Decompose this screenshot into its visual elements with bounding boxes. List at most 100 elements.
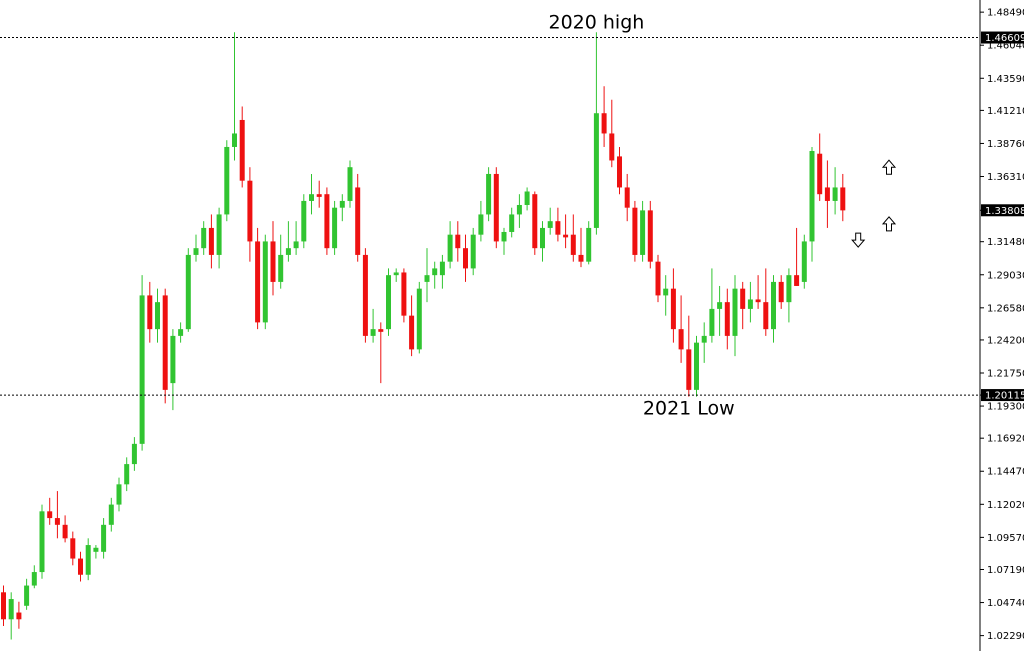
level-tag-label: 1.46609 — [985, 33, 1024, 44]
level-tag — [981, 389, 1024, 402]
candle-body-down — [655, 261, 661, 296]
candle-body-up — [139, 295, 145, 444]
horizontal-lines-layer — [0, 37, 980, 396]
annotations-layer: 2020 high 2021 Low — [548, 11, 734, 419]
candle-body-up — [801, 241, 807, 282]
price-tick-label: 1.36310 — [987, 172, 1024, 183]
candle-body-up — [640, 210, 646, 255]
candle-body-down — [678, 329, 684, 350]
candle-body-down — [54, 518, 60, 525]
price-tick-label: 1.21750 — [987, 369, 1024, 380]
candle-body-down — [70, 538, 76, 559]
candle-body-up — [309, 194, 314, 201]
candle-body-up — [478, 214, 484, 235]
candle-body-down — [208, 227, 214, 255]
candle-body-down — [378, 329, 384, 332]
price-tick-label: 1.48490 — [987, 8, 1024, 19]
price-tick-label: 1.41210 — [987, 106, 1024, 117]
candle-body-up — [732, 288, 738, 336]
candle-body-down — [740, 288, 746, 309]
candle-body-up — [39, 511, 45, 573]
candle-body-down — [670, 288, 676, 330]
candle-body-down — [824, 187, 830, 201]
candle-body-down — [632, 207, 638, 255]
current-price-label: 1.33808 — [985, 206, 1024, 217]
candle-body-up — [593, 113, 599, 228]
price-tick-label: 1.09570 — [987, 533, 1024, 544]
candle-body-up — [293, 241, 299, 249]
candle-body-up — [8, 599, 14, 620]
candle-body-up — [116, 484, 122, 505]
annotation-label: 2021 Low — [643, 397, 735, 419]
markers-layer — [851, 159, 897, 248]
candle-body-up — [771, 281, 776, 330]
candle-body-down — [362, 254, 368, 336]
candle-body-down — [817, 153, 823, 195]
candle-body-down — [463, 248, 468, 269]
price-tick-label: 1.26580 — [987, 303, 1024, 314]
candle-body-up — [216, 214, 222, 255]
candle-body-up — [524, 191, 530, 205]
candle-body-up — [155, 302, 160, 330]
candle-body-down — [1, 592, 6, 620]
candle-body-down — [617, 156, 622, 188]
candle-body-up — [347, 167, 353, 201]
candle-body-down — [316, 194, 322, 197]
candle-body-up — [339, 200, 345, 208]
candle-body-up — [108, 504, 114, 525]
candle-body-up — [124, 464, 130, 485]
arrow-up-icon — [881, 159, 897, 175]
price-tick-label: 1.16920 — [987, 434, 1024, 445]
candle-body-down — [455, 234, 461, 249]
candle-body-down — [647, 210, 653, 262]
price-tick-label: 1.24200 — [987, 335, 1024, 346]
candles-layer — [1, 32, 846, 640]
candle-body-up — [393, 272, 399, 276]
candle-body-down — [609, 133, 615, 161]
candle-body-down — [409, 315, 415, 350]
price-tick-label: 1.19300 — [987, 402, 1024, 413]
candle-body-down — [763, 302, 769, 330]
candle-body-down — [401, 272, 407, 316]
candle-body-down — [239, 119, 245, 181]
candle-body-up — [424, 275, 430, 282]
candle-body-up — [85, 545, 91, 575]
candle-body-up — [486, 173, 492, 215]
price-tick-label: 1.43590 — [987, 74, 1024, 85]
candle-body-up — [193, 248, 199, 255]
candle-body-down — [724, 302, 730, 336]
price-tick-label: 1.07190 — [987, 565, 1024, 576]
candle-body-down — [162, 295, 168, 390]
candle-body-up — [663, 288, 669, 296]
candle-body-up — [516, 204, 522, 215]
price-axis-ticks: 1.48490 1.46040 1.43590 1.41210 1.38760 1.363… — [980, 8, 1024, 642]
price-tick-label: 1.46040 — [987, 41, 1024, 52]
candle-body-up — [717, 302, 723, 309]
candle-body-up — [224, 146, 230, 215]
price-tick-label: 1.38760 — [987, 139, 1024, 150]
candle-body-down — [840, 187, 846, 211]
candle-body-up — [439, 261, 445, 276]
candle-body-down — [270, 241, 276, 282]
candle-body-down — [794, 275, 800, 286]
candle-body-up — [501, 231, 507, 242]
candle-body-down — [47, 511, 53, 519]
arrow-up-icon — [881, 216, 897, 232]
candle-body-up — [709, 308, 715, 336]
candle-body-down — [255, 241, 261, 323]
level-tag-label: 1.20115 — [985, 391, 1024, 402]
candle-body-up — [185, 254, 191, 330]
candle-body-up — [547, 221, 553, 228]
candle-body-up — [809, 151, 815, 242]
candle-body-down — [686, 349, 692, 390]
candle-body-up — [447, 234, 453, 262]
candle-body-up — [301, 200, 307, 242]
candle-body-up — [278, 254, 284, 282]
candle-body-down — [532, 194, 538, 249]
candle-body-up — [416, 288, 422, 350]
candle-body-up — [747, 299, 753, 309]
candle-body-up — [24, 585, 30, 606]
candle-body-down — [324, 194, 330, 249]
candle-body-up — [370, 329, 376, 336]
